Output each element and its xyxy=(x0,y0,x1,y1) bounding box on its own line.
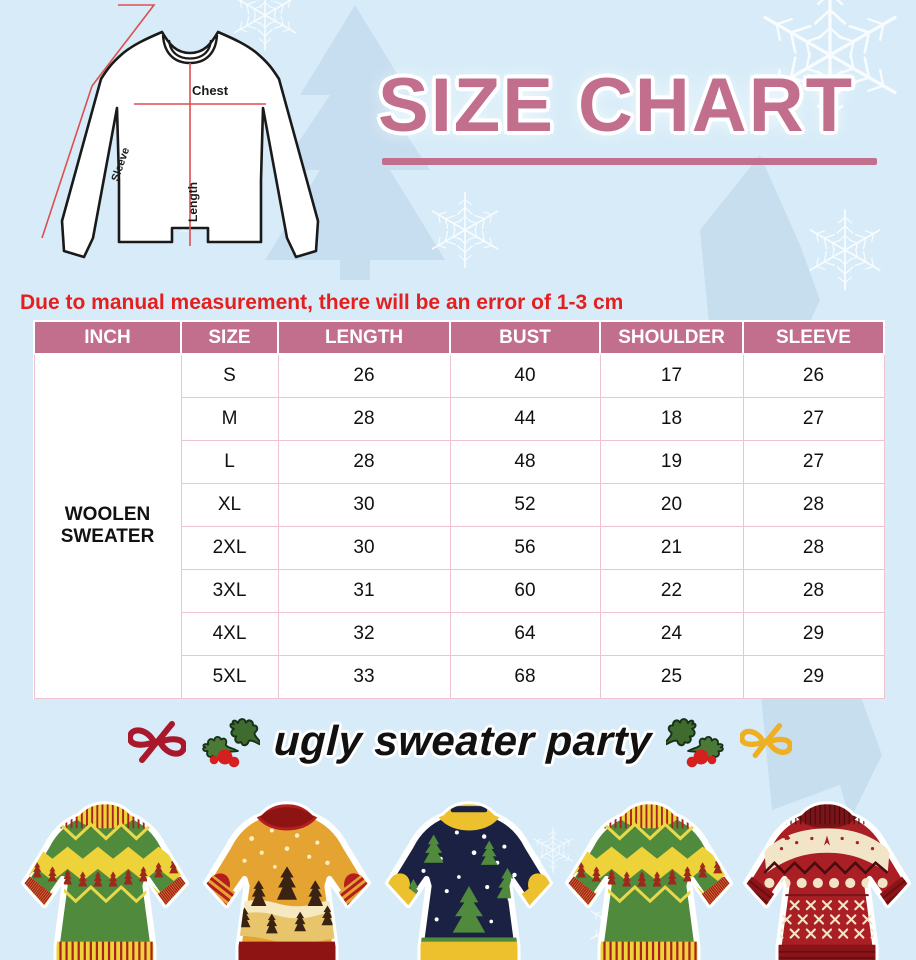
svg-text:Chest: Chest xyxy=(192,83,229,98)
svg-text:Length: Length xyxy=(186,182,200,222)
